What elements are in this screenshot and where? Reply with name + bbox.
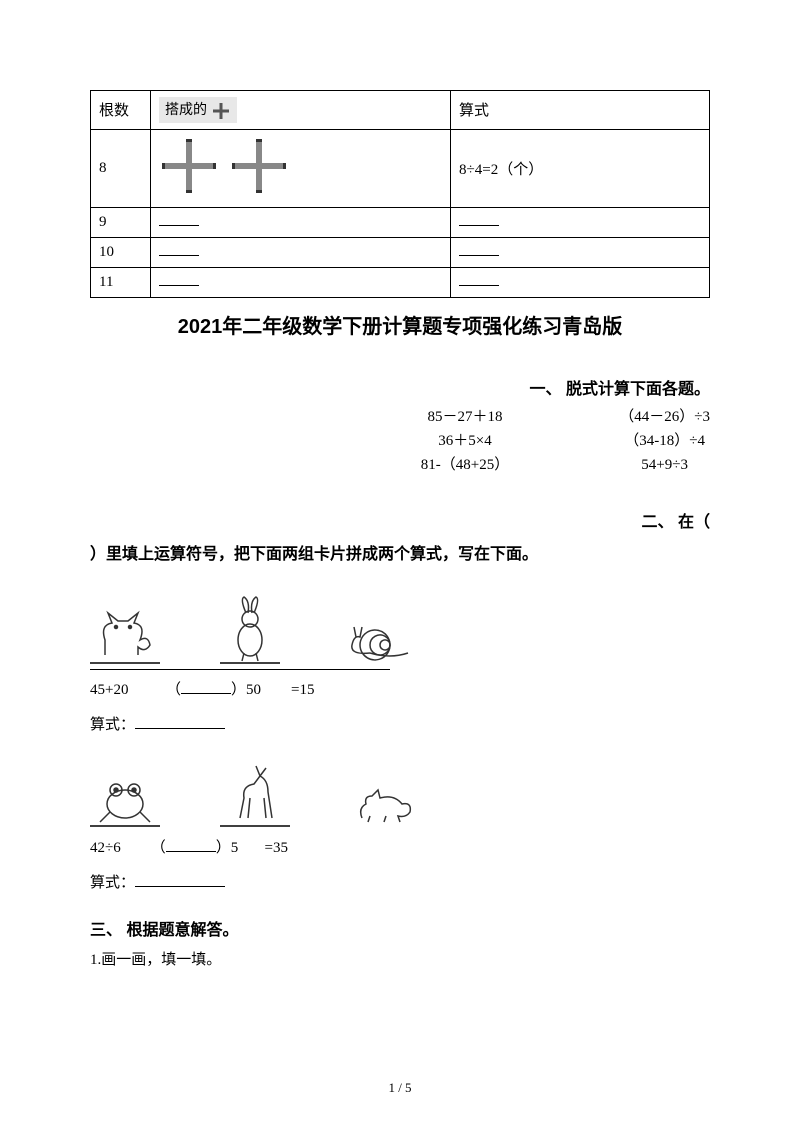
blank-field[interactable] xyxy=(135,715,225,729)
cell-count: 10 xyxy=(91,237,151,267)
cell-expr xyxy=(451,207,710,237)
cell-expr xyxy=(451,267,710,297)
table-row: 10 xyxy=(91,237,710,267)
shelf-line xyxy=(90,669,390,670)
calc-block: 85－27＋18 36＋5×4 81-（48+25） （44－26）÷3 （34… xyxy=(90,405,710,477)
blank-field[interactable] xyxy=(159,244,199,256)
section1-heading: 一、 脱式计算下面各题。 xyxy=(90,375,710,399)
cell-shape xyxy=(151,207,451,237)
deer-icon xyxy=(220,758,290,828)
calc-item: 85－27＋18 xyxy=(421,405,509,429)
blank-field[interactable] xyxy=(159,274,199,286)
section3-heading: 三、 根据题意解答。 xyxy=(90,916,710,940)
shape-label-text: 搭成的 xyxy=(165,103,207,118)
section3: 三、 根据题意解答。 1.画一画，填一填。 xyxy=(90,916,710,969)
expr-line-1: 45+20 （ ）50 =15 xyxy=(90,678,710,699)
table-header-expr: 算式 xyxy=(451,91,710,130)
plus-icon xyxy=(211,101,231,121)
cell-count: 11 xyxy=(91,267,151,297)
cell-shape xyxy=(151,129,451,207)
paren-close: ）5 xyxy=(216,840,239,856)
table-row: 11 xyxy=(91,267,710,297)
expr-a: 42÷6 xyxy=(90,840,121,856)
cell-shape xyxy=(151,267,451,297)
blank-field[interactable] xyxy=(181,680,231,694)
section2-head-line: ）里填上运算符号，把下面两组卡片拼成两个算式，写在下面。 xyxy=(90,546,538,563)
page-title: 2021年二年级数学下册计算题专项强化练习青岛版 xyxy=(90,310,710,339)
dog-icon xyxy=(350,778,420,828)
expr-eq: =15 xyxy=(291,682,314,698)
answer-line-1: 算式： xyxy=(90,713,710,734)
cell-count: 9 xyxy=(91,207,151,237)
calc-item: 36＋5×4 xyxy=(421,429,509,453)
shape-label: 搭成的 xyxy=(159,97,237,123)
expr-eq: =35 xyxy=(265,840,288,856)
blank-field[interactable] xyxy=(459,274,499,286)
snail-icon xyxy=(340,605,420,665)
table-header-count: 根数 xyxy=(91,91,151,130)
section2-head-right: 二、 在（ xyxy=(90,507,710,539)
calc-col-left: 85－27＋18 36＋5×4 81-（48+25） xyxy=(421,405,509,477)
frog-icon xyxy=(90,768,160,828)
blank-field[interactable] xyxy=(166,838,216,852)
sticks-table: 根数 搭成的 算式 8 xyxy=(90,90,710,298)
blank-field[interactable] xyxy=(135,873,225,887)
answer-label: 算式： xyxy=(90,717,135,733)
paren-open: （ xyxy=(166,682,181,698)
cell-count: 8 xyxy=(91,129,151,207)
answer-label: 算式： xyxy=(90,875,135,891)
expr-line-2: 42÷6 （ ）5 =35 xyxy=(90,836,710,857)
cell-expr: 8÷4=2（个） xyxy=(451,129,710,207)
animal-row-1 xyxy=(90,595,710,665)
paren-open: （ xyxy=(151,840,166,856)
answer-line-2: 算式： xyxy=(90,871,710,892)
cell-expr xyxy=(451,237,710,267)
calc-col-right: （44－26）÷3 （34-18）÷4 54+9÷3 xyxy=(619,405,710,477)
blank-field[interactable] xyxy=(459,214,499,226)
animal-row-2 xyxy=(90,758,710,828)
calc-item: （34-18）÷4 xyxy=(619,429,710,453)
fox-icon xyxy=(90,605,160,665)
section2-heading: 二、 在（ ）里填上运算符号，把下面两组卡片拼成两个算式，写在下面。 xyxy=(90,507,710,571)
calc-item: 54+9÷3 xyxy=(619,453,710,477)
blank-field[interactable] xyxy=(159,214,199,226)
calc-item: 81-（48+25） xyxy=(421,453,509,477)
section3-q1: 1.画一画，填一填。 xyxy=(90,948,710,969)
expr-a: 45+20 xyxy=(90,682,128,698)
table-row: 8 8÷4=2（个） xyxy=(91,129,710,207)
cell-shape xyxy=(151,237,451,267)
paren-close: ）50 xyxy=(231,682,261,698)
rabbit-icon xyxy=(220,595,280,665)
two-plus-icon xyxy=(159,136,299,196)
table-header-shape: 搭成的 xyxy=(151,91,451,130)
blank-field[interactable] xyxy=(459,244,499,256)
calc-item: （44－26）÷3 xyxy=(619,405,710,429)
page-number: 1 / 5 xyxy=(0,1080,800,1096)
table-row: 9 xyxy=(91,207,710,237)
